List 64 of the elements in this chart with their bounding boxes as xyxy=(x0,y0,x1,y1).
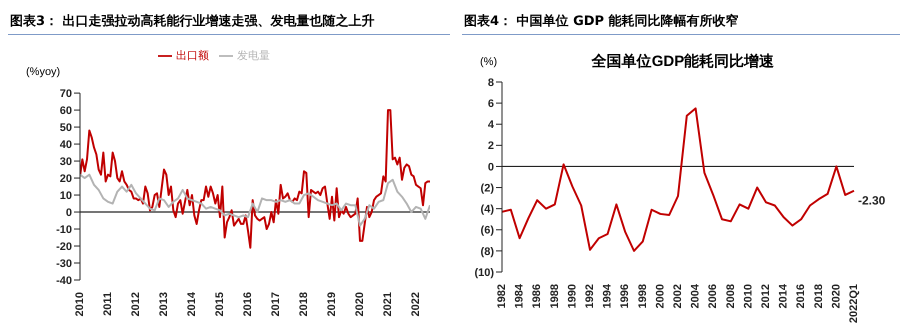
x-tick-label: 2014 xyxy=(778,283,790,308)
x-tick-label: 2016 xyxy=(795,284,808,308)
x-tick-label: 2010 xyxy=(74,292,86,316)
y-tick-label: 8 xyxy=(488,76,494,89)
y-tick-label: -10 xyxy=(56,224,72,236)
y-axis-title: (%yoy) xyxy=(26,66,60,78)
y-tick-label: 0 xyxy=(66,206,72,219)
x-tick-label: 2022Q1 xyxy=(848,284,860,324)
y-tick-label: (2) xyxy=(480,182,494,194)
y-tick-label: 0 xyxy=(488,161,494,174)
chart-subtitle: 全国单位GDP能耗同比增速 xyxy=(592,53,774,70)
x-tick-label: 1986 xyxy=(531,284,544,308)
chart-title: 图表3： 出口走强拉动高耗能行业增速走强、发电量也随之上升 xyxy=(8,8,450,35)
chart-title: 图表4： 中国单位 GDP 能耗同比降幅有所收窄 xyxy=(462,8,900,35)
y-tick-label: -40 xyxy=(56,274,72,287)
x-tick-label: 2017 xyxy=(270,292,282,316)
y-tick-label: 6 xyxy=(488,98,494,110)
y-tick-label: 4 xyxy=(488,119,495,132)
legend-label: 发电量 xyxy=(237,50,270,62)
y-tick-label: 2 xyxy=(488,140,494,152)
x-tick-label: 2013 xyxy=(158,292,170,316)
x-tick-label: 2020 xyxy=(354,292,366,316)
y-tick-label: 70 xyxy=(60,88,72,100)
y-tick-label: 40 xyxy=(60,138,72,151)
x-tick-label: 2018 xyxy=(812,284,825,308)
x-tick-label: 2011 xyxy=(102,292,114,316)
x-tick-label: 1998 xyxy=(636,284,649,308)
y-axis-title: (%) xyxy=(480,56,498,68)
y-tick-label: 20 xyxy=(60,172,72,185)
x-tick-label: 2019 xyxy=(326,292,338,316)
x-tick-label: 2021 xyxy=(382,292,394,316)
x-tick-label: 1984 xyxy=(514,283,526,308)
x-tick-label: 2012 xyxy=(130,292,142,316)
x-tick-label: 2020 xyxy=(830,284,842,308)
x-tick-label: 2014 xyxy=(186,291,198,316)
y-tick-label: (4) xyxy=(480,204,494,216)
x-tick-label: 2004 xyxy=(690,283,702,308)
x-tick-label: 2002 xyxy=(672,284,684,308)
x-tick-label: 2012 xyxy=(760,284,772,308)
x-tick-label: 1990 xyxy=(566,284,578,308)
y-tick-label: (6) xyxy=(480,224,494,237)
y-tick-label: -30 xyxy=(56,258,72,270)
x-tick-label: 1994 xyxy=(602,283,614,308)
x-tick-label: 2010 xyxy=(742,284,754,308)
y-tick-label: 10 xyxy=(60,190,72,202)
x-tick-label: 2006 xyxy=(707,284,720,308)
y-tick-label: 50 xyxy=(60,122,72,134)
data-label: -2.30 xyxy=(858,194,886,208)
x-tick-label: 1996 xyxy=(619,284,632,308)
x-tick-label: 2008 xyxy=(724,284,737,308)
x-tick-label: 2015 xyxy=(214,292,226,316)
x-tick-label: 2022 xyxy=(410,292,422,316)
x-tick-label: 1988 xyxy=(548,284,561,308)
y-tick-label: -20 xyxy=(56,240,72,253)
x-tick-label: 2000 xyxy=(654,284,666,308)
y-tick-label: 60 xyxy=(60,104,72,117)
x-tick-label: 2016 xyxy=(242,292,254,316)
x-tick-label: 2018 xyxy=(298,292,310,316)
y-tick-label: (8) xyxy=(480,246,494,258)
x-tick-label: 1982 xyxy=(496,284,508,308)
y-tick-label: (10) xyxy=(474,266,494,279)
x-tick-label: 1992 xyxy=(584,284,596,308)
y-tick-label: 30 xyxy=(60,156,72,168)
legend-label: 出口额 xyxy=(176,50,209,62)
